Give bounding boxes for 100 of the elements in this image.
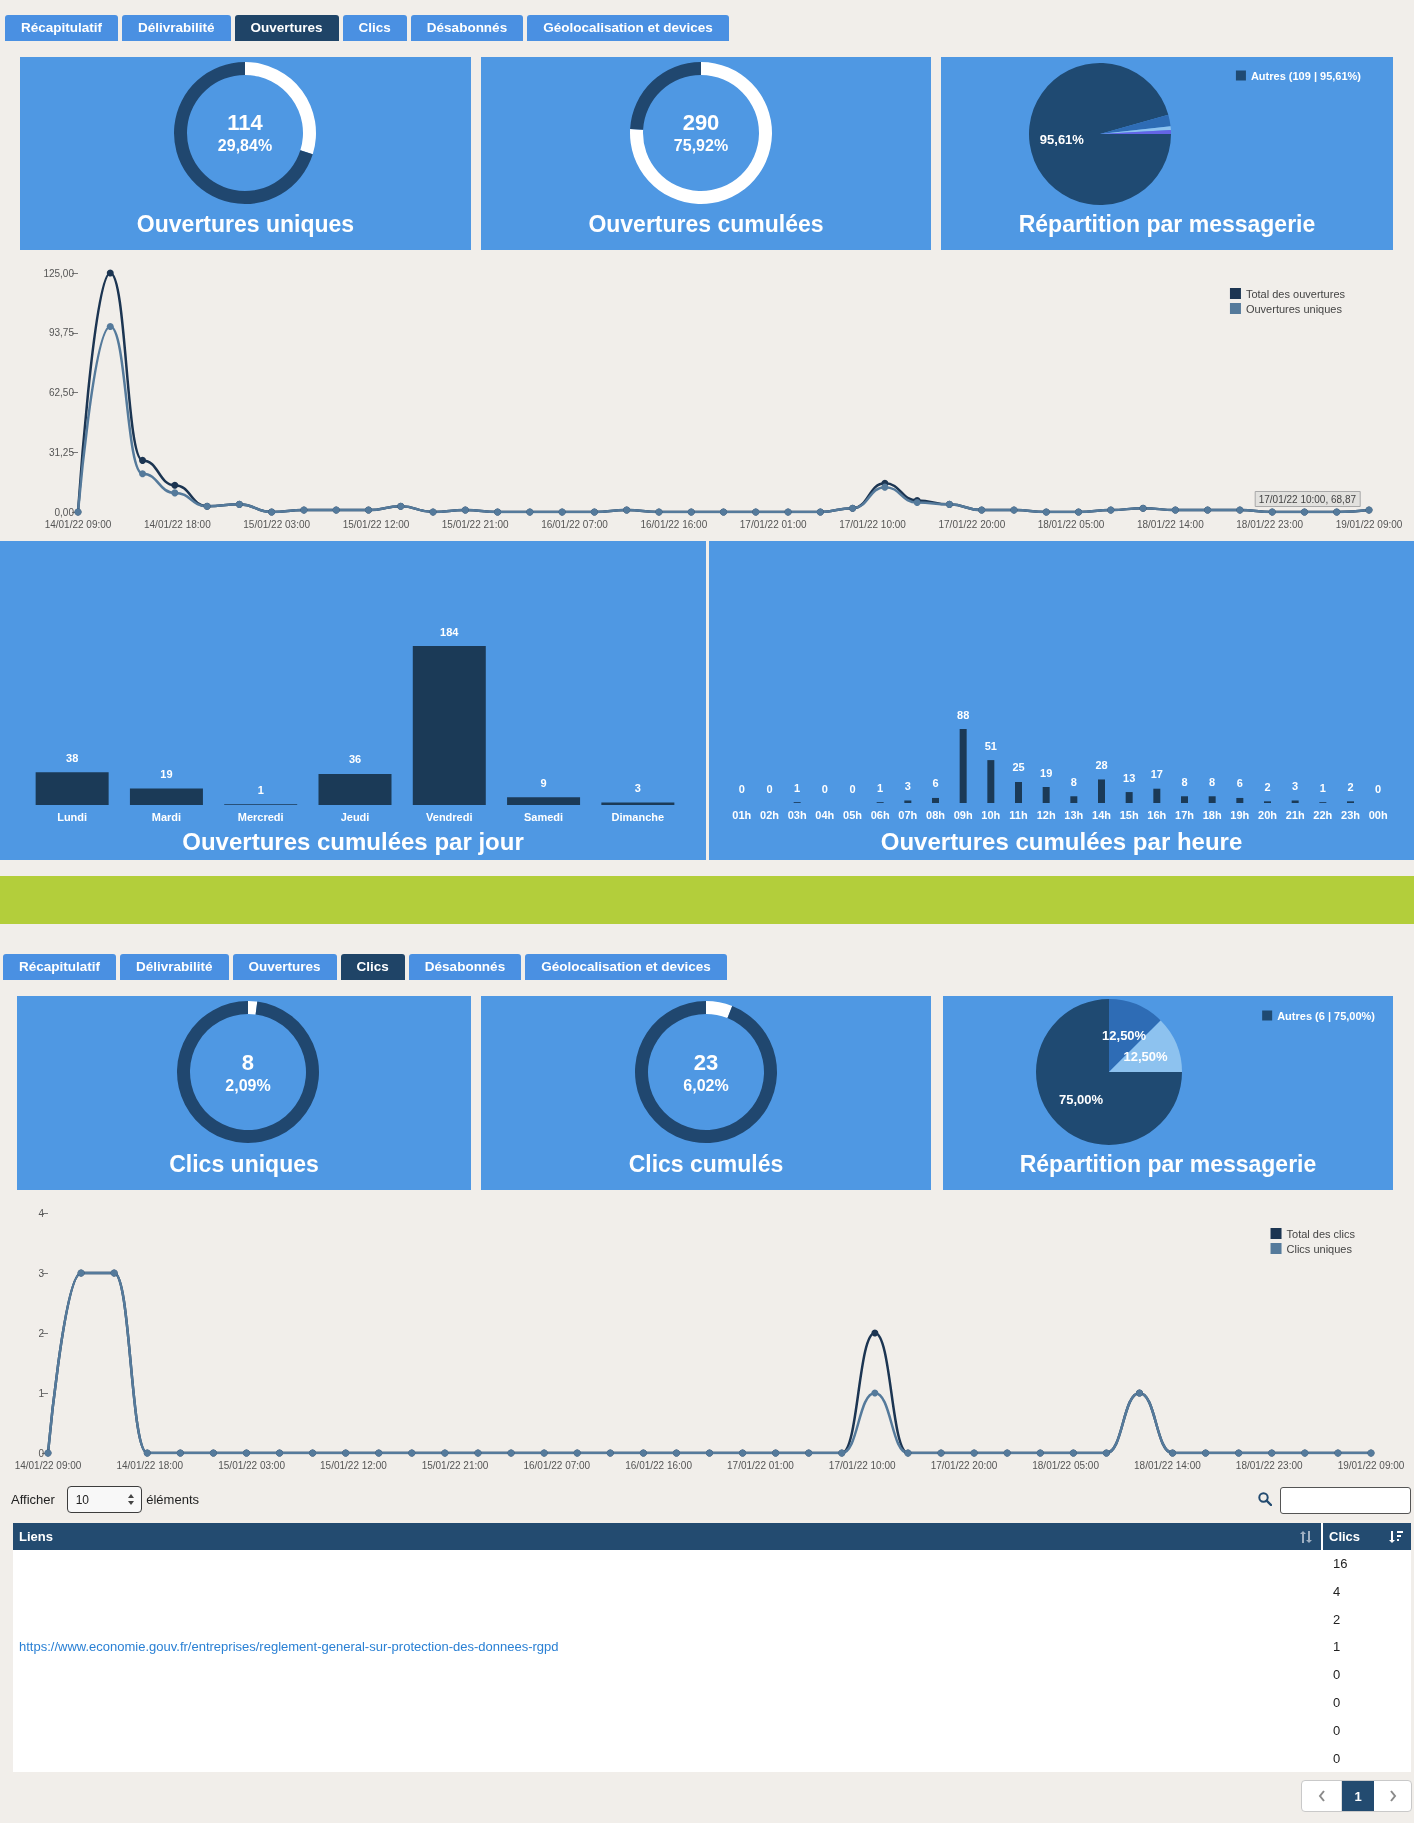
- x-tick-label: 19/01/22 09:00: [1335, 518, 1403, 530]
- point: [171, 489, 179, 497]
- x-tick-label: 16/01/22 16:00: [640, 518, 708, 530]
- x-tick-label: 05h: [843, 808, 863, 821]
- data-label: 38: [66, 751, 79, 764]
- bar: [1098, 779, 1105, 803]
- text: 23 6,02%: [682, 1050, 730, 1096]
- annotation: 17/01/22 10:00, 68,87: [1258, 493, 1357, 505]
- x-tick-label: 03h: [787, 808, 807, 821]
- point: [139, 456, 147, 464]
- y-tick-label: 0: [38, 1447, 45, 1459]
- data-label: 3: [634, 781, 641, 794]
- x-tick-label: 14/01/22 18:00: [116, 1459, 184, 1471]
- x-tick-label: 01h: [732, 808, 752, 821]
- bar: [1125, 792, 1133, 803]
- tab: Récapitulatif: [3, 954, 116, 980]
- x-tick-label: 18h: [1202, 808, 1222, 821]
- x-tick-label: 06h: [870, 808, 890, 821]
- data-label: 2: [1347, 780, 1354, 793]
- point: [139, 470, 147, 478]
- data-label: 3: [1292, 779, 1299, 792]
- data-label: 8: [1209, 775, 1216, 788]
- x-tick-label: Dimanche: [611, 810, 665, 823]
- data-label: 4: [1333, 1583, 1341, 1599]
- data-label: 0: [1333, 1722, 1341, 1738]
- data-label: 75,00%: [1059, 1092, 1104, 1108]
- legend-label: Autres (6 | 75,00%): [1277, 1009, 1376, 1022]
- legend-label: Autres (109 | 95,61%): [1250, 69, 1362, 82]
- point: [106, 269, 114, 277]
- x-tick-label: 16/01/22 07:00: [541, 518, 609, 530]
- bar: [412, 646, 486, 805]
- bar: [1070, 796, 1078, 803]
- tab: Ouvertures: [232, 954, 337, 980]
- y-tick-label: 3: [38, 1267, 45, 1279]
- tab: Clics: [340, 954, 405, 980]
- data-label: 1: [1333, 1639, 1341, 1655]
- x-tick-label: 21h: [1285, 808, 1305, 821]
- x-tick-label: 16/01/22 16:00: [625, 1459, 693, 1471]
- bar: [959, 729, 967, 803]
- point: [171, 481, 179, 489]
- tab: Désabonnés: [408, 954, 522, 980]
- tab: Ouvertures: [234, 15, 339, 41]
- x-tick-label: 17/01/22 10:00: [839, 518, 907, 530]
- x-tick-label: 15/01/22 03:00: [243, 518, 311, 530]
- text: Répartition par messagerie: [1019, 1150, 1317, 1177]
- data-label: 12,50%: [1123, 1049, 1168, 1065]
- tab: Géolocalisation et devices: [527, 15, 729, 41]
- data-label: 36: [348, 753, 362, 766]
- bar: [318, 773, 392, 805]
- x-tick-label: Samedi: [524, 810, 564, 823]
- legend-label: Clics uniques: [1286, 1242, 1353, 1255]
- bar: [1181, 796, 1188, 803]
- x-tick-label: 04h: [815, 808, 835, 821]
- tab: Clics: [342, 15, 407, 41]
- bar: [1208, 796, 1216, 803]
- data-label: 6: [1236, 777, 1243, 790]
- legend-label: Ouvertures uniques: [1245, 302, 1343, 315]
- data-label: 6: [932, 777, 939, 790]
- data-label: 0: [1333, 1667, 1341, 1683]
- data-label: 0: [738, 782, 745, 795]
- bar: [507, 797, 581, 805]
- legend-label: Total des ouvertures: [1245, 287, 1346, 300]
- x-tick-label: 12h: [1036, 808, 1056, 821]
- bar: [1291, 800, 1299, 803]
- y-tick-label: 93,75: [48, 327, 75, 339]
- x-tick-label: Jeudi: [340, 810, 370, 823]
- y-tick-label: 62,50: [48, 387, 75, 398]
- data-label: 0: [1333, 1694, 1341, 1710]
- x-tick-label: 18/01/22 05:00: [1032, 1459, 1100, 1471]
- x-tick-label: 19h: [1230, 808, 1250, 821]
- x-tick-label: 14/01/22 09:00: [14, 1459, 82, 1471]
- text: Ouvertures cumulées: [588, 210, 824, 237]
- data-label: 0: [849, 782, 856, 795]
- x-tick-label: 10h: [981, 808, 1001, 821]
- text: Afficher 10 éléments: [11, 1492, 199, 1507]
- pagination: 1: [1301, 1780, 1412, 1812]
- x-tick-label: 18/01/22 05:00: [1037, 518, 1105, 530]
- text: Répartition par messagerie: [1018, 210, 1316, 237]
- data-label: 1: [1319, 781, 1326, 794]
- x-tick-label: 08h: [926, 808, 946, 821]
- data-label: 28: [1095, 758, 1108, 771]
- x-tick-label: 16h: [1147, 808, 1167, 821]
- point: [881, 483, 889, 491]
- x-tick-label: 16/01/22 07:00: [523, 1459, 591, 1471]
- data-label: 0: [1375, 782, 1382, 795]
- data-label: 8: [1181, 775, 1188, 788]
- x-tick-label: 17/01/22 01:00: [727, 1459, 795, 1471]
- y-tick-label: 2: [38, 1327, 45, 1339]
- bar: [932, 797, 939, 803]
- x-tick-label: 18/01/22 23:00: [1236, 518, 1304, 530]
- data-label: 0: [821, 782, 828, 795]
- x-tick-label: 15/01/22 12:00: [320, 1459, 388, 1471]
- bar: [1042, 787, 1050, 803]
- x-tick-label: 09h: [953, 808, 973, 821]
- tab: Délivrabilité: [120, 954, 229, 980]
- bar: [987, 760, 995, 803]
- x-tick-label: 17/01/22 01:00: [739, 518, 807, 530]
- text: Ouvertures cumulées par heure: [880, 827, 1243, 855]
- data-label: 0: [1333, 1750, 1341, 1766]
- text: Clics: [1329, 1529, 1361, 1544]
